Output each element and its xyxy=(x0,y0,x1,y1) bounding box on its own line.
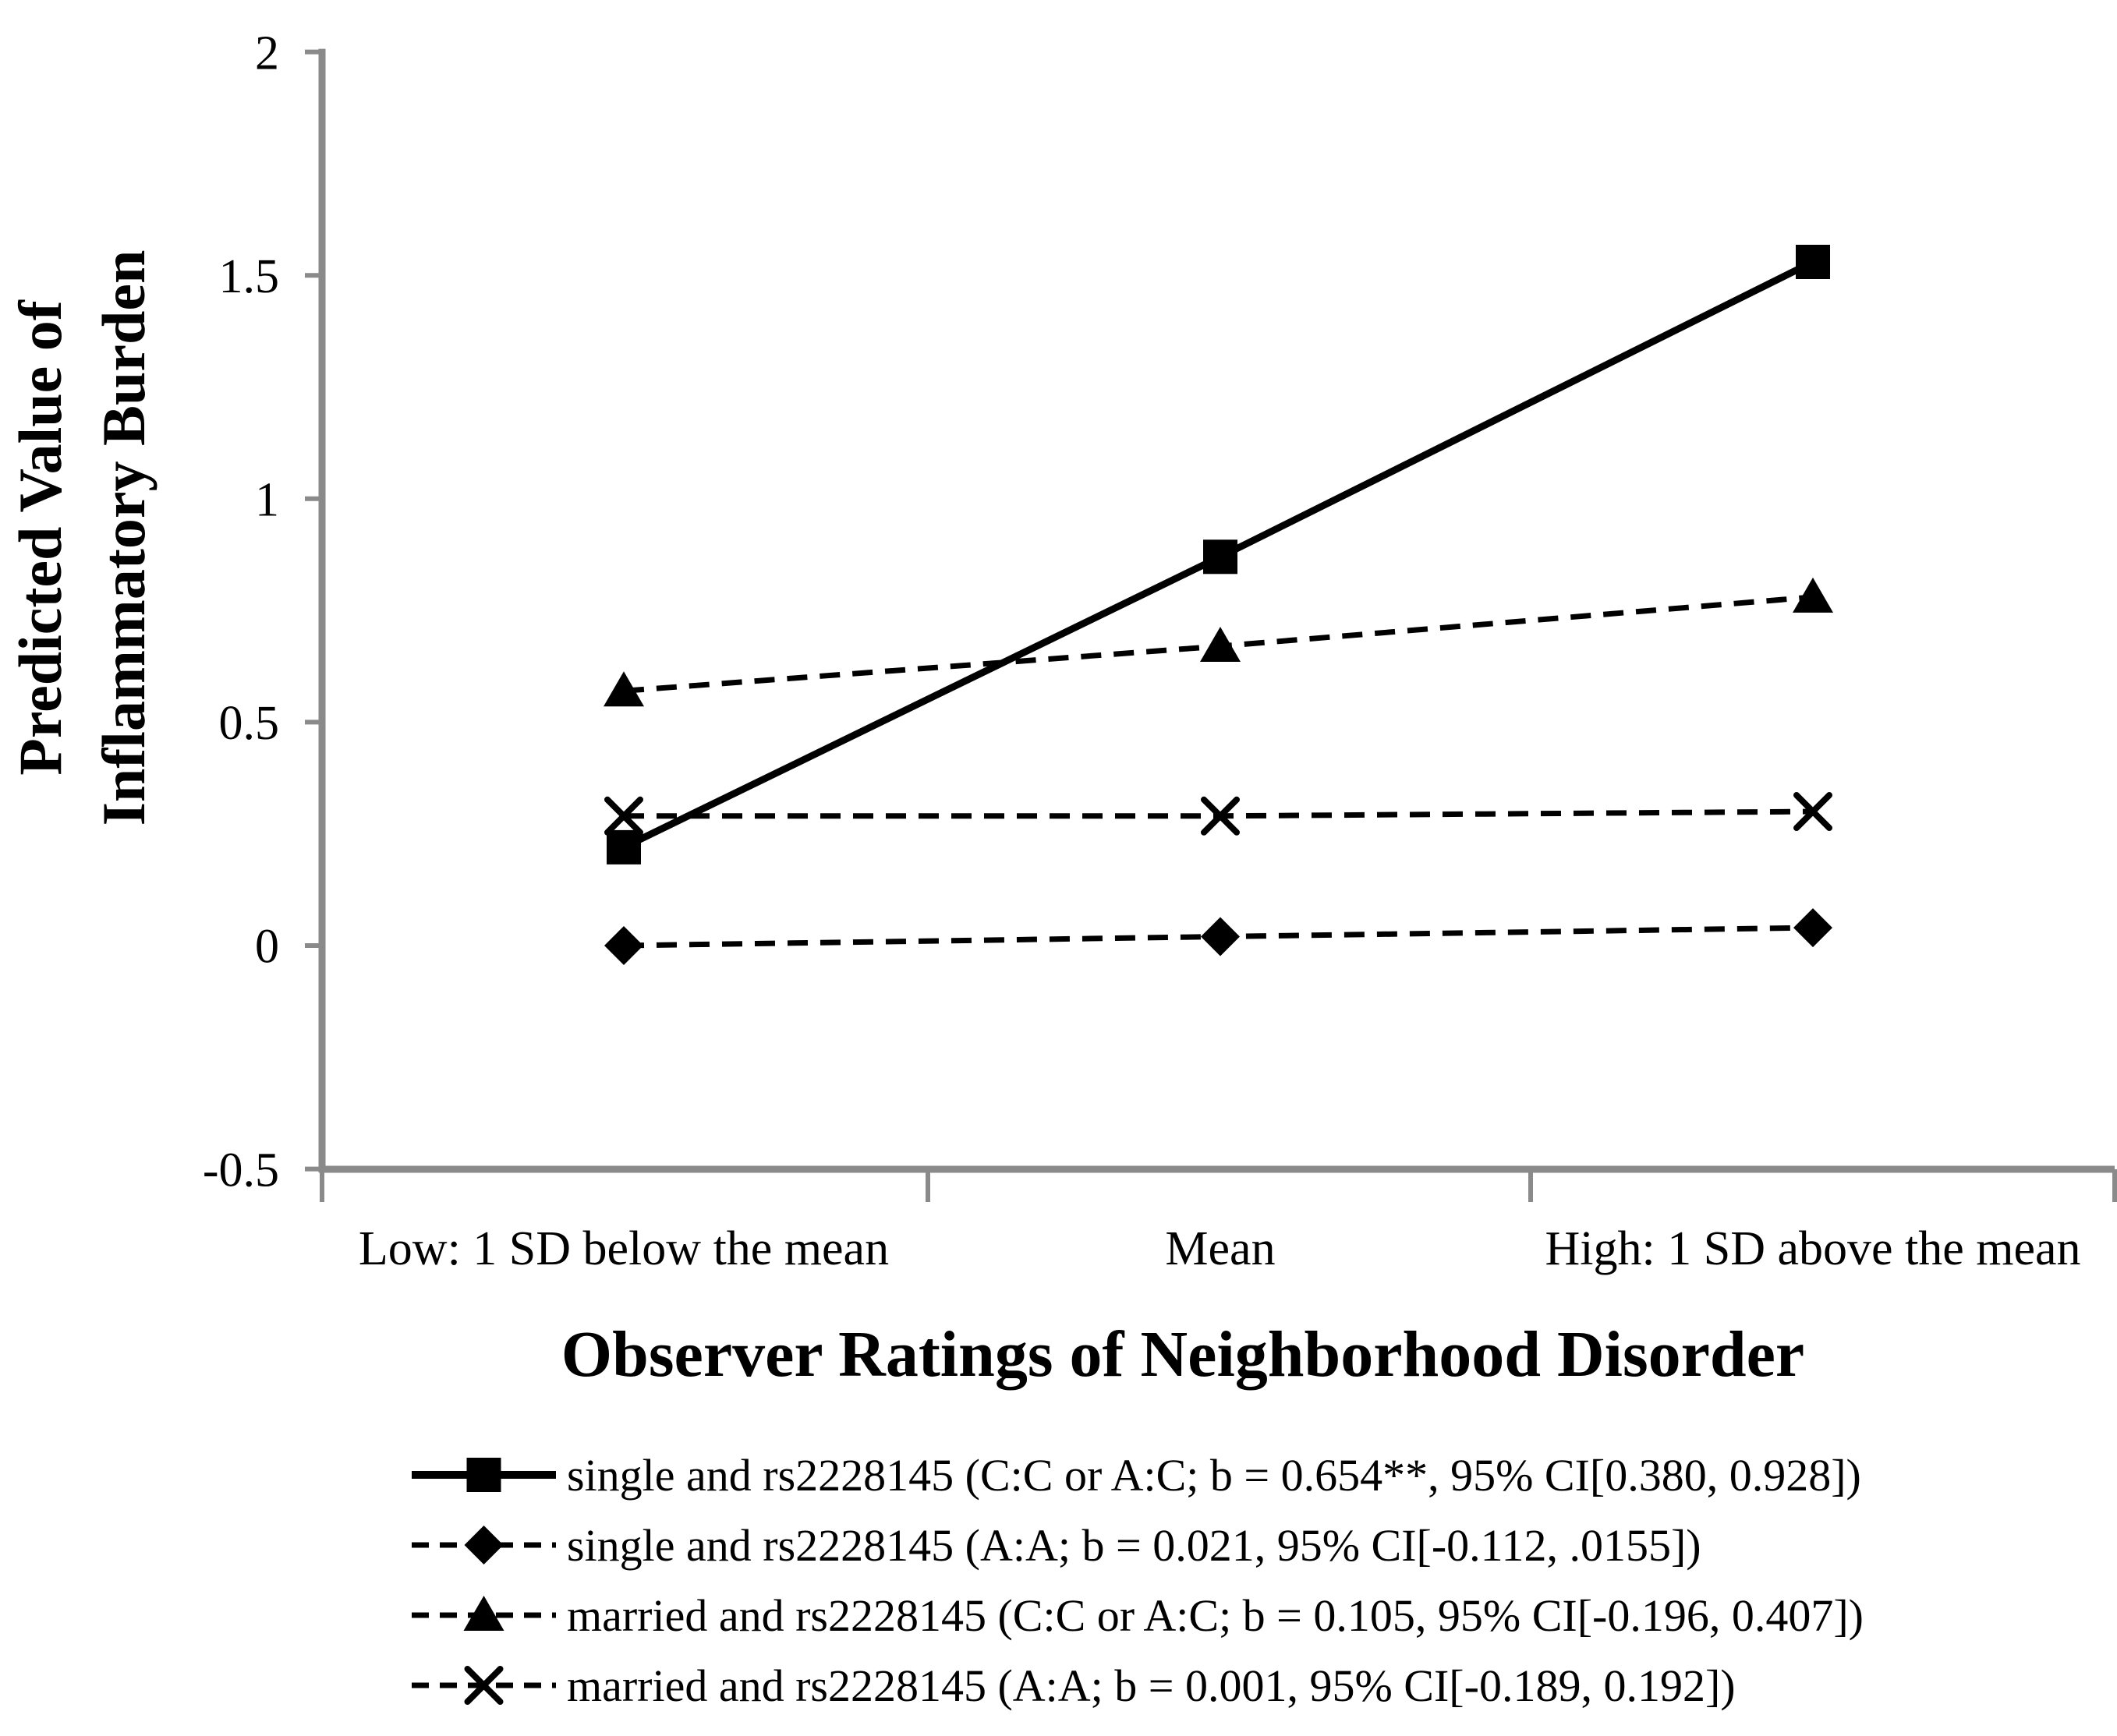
square-marker xyxy=(1203,539,1237,575)
square-marker xyxy=(1796,245,1830,280)
legend-label: single and rs2228145 (C:C or A:C; b = 0.… xyxy=(567,1450,1861,1501)
square-marker xyxy=(607,829,641,864)
y-tick-label: 1.5 xyxy=(219,250,280,303)
triangle-marker xyxy=(1793,577,1833,613)
y-tick-label: 0.5 xyxy=(219,697,280,750)
data-series xyxy=(604,245,1833,965)
triangle-marker xyxy=(1200,626,1241,662)
y-axis: 2 1.5 1 0.5 0 -0.5 xyxy=(203,27,326,1197)
diamond-marker xyxy=(1201,917,1240,956)
x-marker xyxy=(464,1666,504,1705)
legend-label: married and rs2228145 (C:C or A:C; b = 0… xyxy=(567,1590,1864,1641)
y-tick-label: 0 xyxy=(255,921,279,974)
y-tick-label: -0.5 xyxy=(203,1144,279,1197)
x-axis: Low: 1 SD below the mean Mean High: 1 SD a… xyxy=(319,1165,2117,1275)
y-axis-title-line2: Inflammatory Burden xyxy=(90,250,158,826)
legend-label: married and rs2228145 (A:A; b = 0.001, 9… xyxy=(567,1660,1736,1711)
triangle-marker xyxy=(463,1596,504,1631)
square-marker xyxy=(466,1458,501,1492)
x-marker xyxy=(1201,796,1240,836)
diamond-marker xyxy=(604,926,643,965)
legend-item: single and rs2228145 (A:A; b = 0.021, 95… xyxy=(412,1520,1701,1571)
y-axis-title-line1: Predicted Value of xyxy=(6,299,74,776)
x-marker xyxy=(604,796,643,836)
legend-item: married and rs2228145 (A:A; b = 0.001, 9… xyxy=(412,1660,1736,1711)
y-tick-label: 2 xyxy=(255,27,279,80)
legend-label: single and rs2228145 (A:A; b = 0.021, 95… xyxy=(567,1520,1701,1571)
x-category-label: High: 1 SD above the mean xyxy=(1545,1222,2080,1275)
legend-item: single and rs2228145 (C:C or A:C; b = 0.… xyxy=(412,1450,1861,1501)
triangle-marker xyxy=(604,671,644,707)
x-marker xyxy=(1793,792,1832,832)
legend: single and rs2228145 (C:C or A:C; b = 0.… xyxy=(412,1450,1864,1711)
x-category-label: Mean xyxy=(1165,1222,1275,1275)
diamond-marker xyxy=(464,1526,504,1565)
x-axis-title: Observer Ratings of Neighborhood Disorde… xyxy=(561,1318,1804,1391)
diamond-marker xyxy=(1793,908,1832,948)
legend-item: married and rs2228145 (C:C or A:C; b = 0… xyxy=(412,1590,1864,1641)
x-category-label: Low: 1 SD below the mean xyxy=(359,1222,889,1275)
y-tick-label: 1 xyxy=(255,474,279,527)
